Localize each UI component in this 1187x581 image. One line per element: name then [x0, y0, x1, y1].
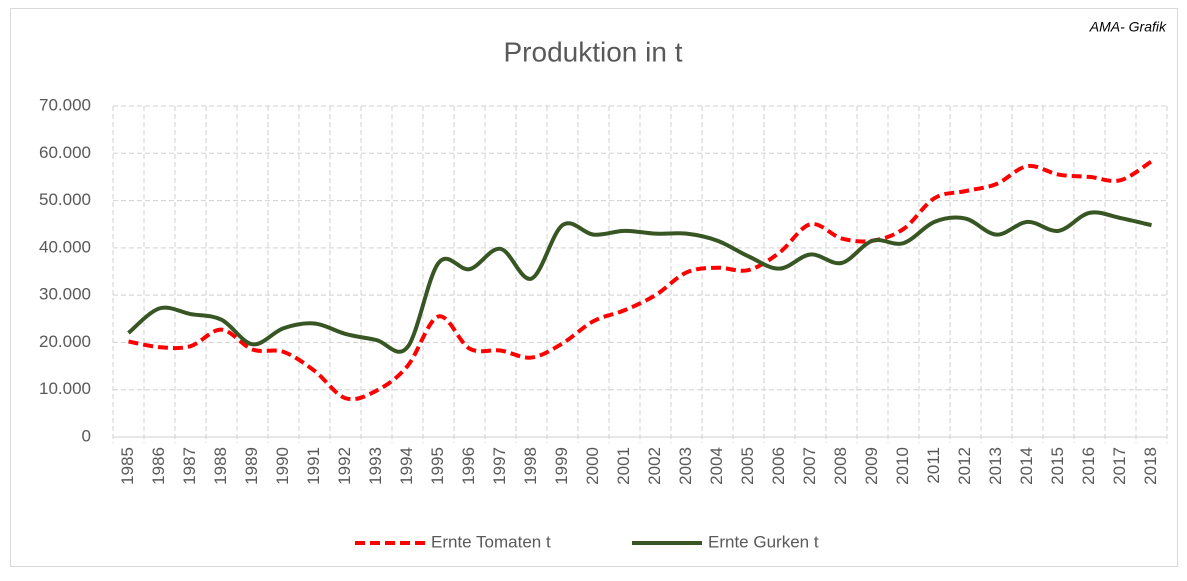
- y-tick-label: 30.000: [39, 285, 91, 304]
- x-tick-label: 1996: [459, 447, 478, 485]
- x-tick-label: 1997: [490, 447, 509, 485]
- x-tick-label: 2000: [583, 447, 602, 485]
- x-tick-label: 2009: [862, 447, 881, 485]
- chart-title: Produktion in t: [504, 36, 683, 67]
- x-tick-label: 1995: [428, 447, 447, 485]
- x-tick-label: 1989: [242, 447, 261, 485]
- x-tick-label: 2011: [924, 447, 943, 484]
- x-tick-label: 1986: [149, 447, 168, 485]
- x-tick-label: 2002: [645, 447, 664, 485]
- x-tick-label: 2006: [769, 447, 788, 485]
- x-tick-label: 1999: [552, 447, 571, 485]
- x-tick-label: 2008: [831, 447, 850, 485]
- series-line: [128, 159, 1153, 402]
- y-tick-label: 40.000: [39, 237, 91, 256]
- x-tick-label: 2004: [707, 447, 726, 485]
- x-tick-label: 2005: [738, 447, 757, 485]
- y-tick-label: 0: [82, 426, 91, 445]
- legend-label: Ernte Tomaten t: [431, 532, 551, 551]
- y-tick-label: 50.000: [39, 190, 91, 209]
- x-tick-label: 2013: [986, 447, 1005, 485]
- x-tick-label: 1990: [273, 447, 292, 485]
- x-tick-label: 1985: [118, 447, 137, 485]
- x-tick-label: 2018: [1141, 447, 1160, 485]
- x-tick-label: 2001: [614, 447, 633, 485]
- series-line: [127, 210, 1152, 354]
- x-tick-label: 1992: [335, 447, 354, 485]
- chart-frame: [10, 8, 1178, 567]
- y-tick-label: 20.000: [39, 332, 91, 351]
- x-tick-label: 2017: [1110, 447, 1129, 485]
- legend-label: Ernte Gurken t: [708, 532, 819, 551]
- annotation: AMA- Grafik: [1089, 19, 1167, 35]
- y-tick-label: 10.000: [39, 379, 91, 398]
- y-tick-label: 70.000: [39, 95, 91, 114]
- x-tick-label: 1988: [211, 447, 230, 485]
- x-tick-label: 1994: [397, 447, 416, 485]
- x-tick-label: 2010: [893, 447, 912, 485]
- x-tick-label: 1987: [180, 447, 199, 485]
- x-tick-label: 2016: [1079, 447, 1098, 485]
- x-tick-label: 2012: [955, 447, 974, 485]
- y-tick-label: 60.000: [39, 143, 91, 162]
- x-tick-label: 1993: [366, 447, 385, 485]
- x-tick-label: 2014: [1017, 447, 1036, 485]
- x-tick-label: 1998: [521, 447, 540, 485]
- x-tick-label: 1991: [304, 447, 323, 485]
- x-tick-label: 2015: [1048, 447, 1067, 485]
- x-tick-label: 2003: [676, 447, 695, 485]
- x-tick-label: 2007: [800, 447, 819, 485]
